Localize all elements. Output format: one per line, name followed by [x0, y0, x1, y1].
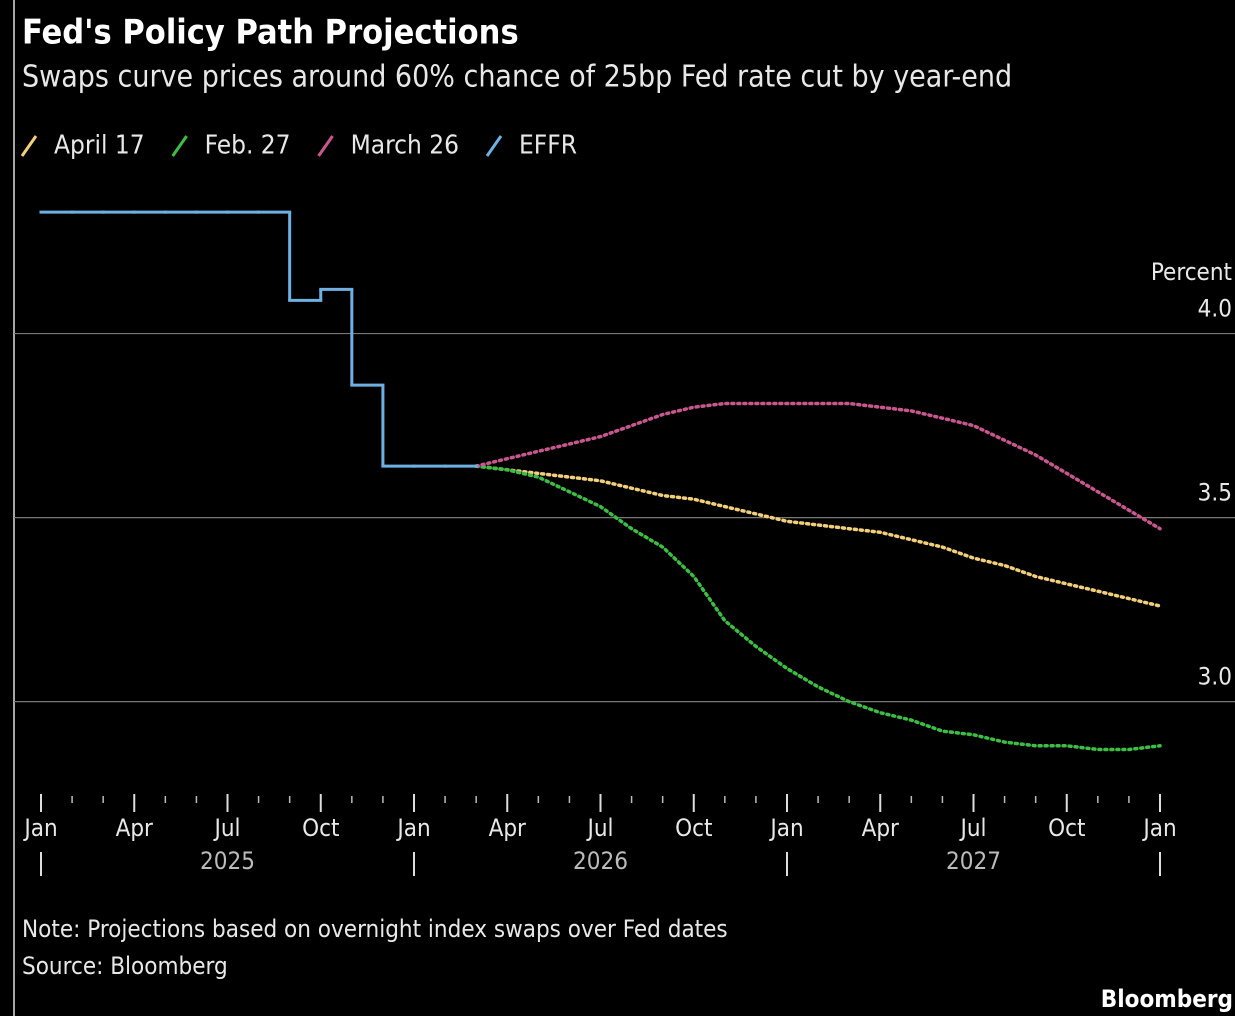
x-year-label: 2026 [573, 847, 628, 875]
x-tick-label: Apr [862, 814, 899, 842]
y-tick-label: 3.5 [1198, 479, 1232, 507]
source: Source: Bloomberg [22, 952, 228, 980]
x-tick-label: Jan [1141, 814, 1176, 842]
x-tick-label: Jul [958, 814, 986, 842]
x-tick-label: Oct [1048, 814, 1085, 842]
x-tick-label: Jan [768, 814, 803, 842]
legend-label: April 17 [54, 131, 145, 161]
legend-swatch [20, 135, 38, 157]
y-tick-label: 3.0 [1198, 663, 1232, 691]
note: Note: Projections based on overnight ind… [22, 915, 728, 943]
legend-swatch [485, 135, 503, 157]
legend-label: Feb. 27 [205, 131, 291, 161]
x-tick-label: Apr [489, 814, 526, 842]
x-tick-label: Jan [395, 814, 430, 842]
legend-swatch [171, 135, 188, 157]
x-year-label: 2027 [946, 847, 1001, 875]
chart-title: Fed's Policy Path Projections [22, 13, 519, 53]
series-line [474, 464, 1162, 608]
legend-label: March 26 [351, 131, 459, 161]
x-tick-label: Apr [116, 814, 153, 842]
x-tick-label: Jul [212, 814, 240, 842]
x-tick-label: Oct [302, 814, 339, 842]
chart-subtitle: Swaps curve prices around 60% chance of … [22, 60, 1012, 95]
legend-swatch [317, 135, 334, 157]
x-tick-label: Jul [585, 814, 613, 842]
brand: Bloomberg [1101, 985, 1233, 1013]
y-axis-unit: Percent [1151, 258, 1232, 286]
x-tick-label: Oct [675, 814, 712, 842]
x-year-label: 2025 [200, 847, 255, 875]
legend-label: EFFR [519, 131, 577, 161]
y-tick-label: 4.0 [1198, 295, 1232, 323]
series-line [474, 464, 1162, 752]
x-tick-label: Jan [22, 814, 57, 842]
series-line [474, 401, 1162, 531]
